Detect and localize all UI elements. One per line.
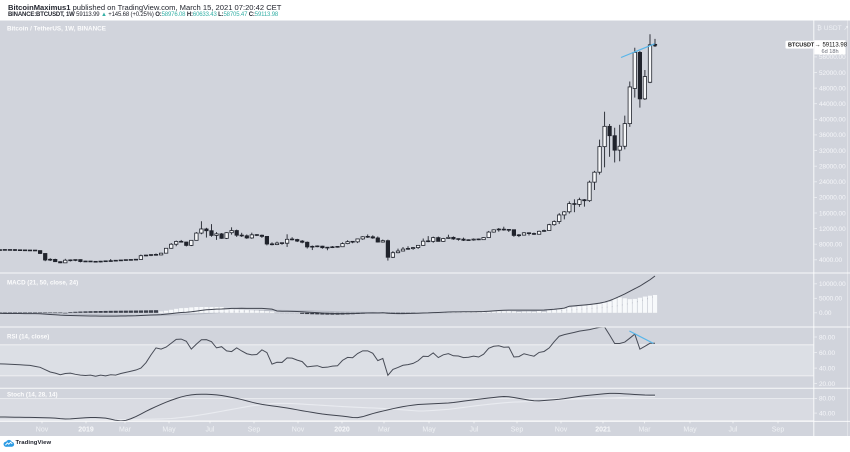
svg-text:Bitcoin / TetherUS, 1W, BINANC: Bitcoin / TetherUS, 1W, BINANCE — [7, 25, 106, 32]
svg-text:12000.00: 12000.00 — [819, 226, 846, 233]
svg-text:36000.00: 36000.00 — [819, 132, 846, 139]
svg-text:32000.00: 32000.00 — [819, 148, 846, 155]
svg-text:Stoch (14, 28, 14): Stoch (14, 28, 14) — [7, 392, 58, 399]
svg-text:Mar: Mar — [378, 427, 391, 434]
svg-text:Nov: Nov — [555, 427, 568, 434]
svg-text:52000.00: 52000.00 — [819, 70, 846, 77]
svg-text:Nov: Nov — [36, 427, 49, 434]
svg-text:2020: 2020 — [334, 427, 350, 434]
svg-text:4000.00: 4000.00 — [819, 257, 843, 264]
svg-text:40000.00: 40000.00 — [819, 117, 846, 124]
svg-text:Mar: Mar — [119, 427, 132, 434]
svg-text:Jul: Jul — [470, 427, 479, 434]
svg-text:Jul: Jul — [206, 427, 215, 434]
svg-text:8000.00: 8000.00 — [819, 242, 843, 249]
svg-text:10000.00: 10000.00 — [819, 281, 846, 288]
svg-text:44000.00: 44000.00 — [819, 101, 846, 108]
svg-text:Jul: Jul — [729, 427, 738, 434]
svg-text:60.00: 60.00 — [819, 350, 835, 357]
svg-text:28000.00: 28000.00 — [819, 164, 846, 171]
svg-text:0.00: 0.00 — [819, 310, 832, 317]
svg-text:Sep: Sep — [772, 427, 785, 434]
svg-text:May: May — [162, 427, 176, 434]
svg-text:40.00: 40.00 — [819, 410, 835, 417]
svg-text:20000.00: 20000.00 — [819, 195, 846, 202]
svg-text:₿ USDT ↗: ₿ USDT ↗ — [817, 24, 849, 32]
svg-text:Sep: Sep — [511, 427, 524, 434]
svg-text:24000.00: 24000.00 — [819, 179, 846, 186]
svg-text:MACD (21, 50, close, 24): MACD (21, 50, close, 24) — [7, 280, 78, 287]
svg-text:80.00: 80.00 — [819, 396, 835, 403]
svg-text:Mar: Mar — [638, 427, 651, 434]
svg-text:Nov: Nov — [292, 427, 305, 434]
svg-text:5000.00: 5000.00 — [819, 296, 843, 303]
svg-text:RSI (14, close): RSI (14, close) — [7, 334, 49, 341]
svg-text:May: May — [422, 427, 436, 434]
svg-text:2021: 2021 — [595, 427, 611, 434]
svg-text:May: May — [683, 427, 697, 434]
svg-text:40.00: 40.00 — [819, 365, 835, 372]
svg-text:2019: 2019 — [78, 427, 94, 434]
svg-text:16000.00: 16000.00 — [819, 210, 846, 217]
svg-text:20.00: 20.00 — [819, 381, 835, 388]
svg-text:BTCUSDT: BTCUSDT — [788, 43, 815, 49]
svg-text:Sep: Sep — [248, 427, 261, 434]
svg-text:6d 18h: 6d 18h — [822, 49, 839, 55]
svg-text:80.00: 80.00 — [819, 334, 835, 341]
svg-text:48000.00: 48000.00 — [819, 85, 846, 92]
svg-text:56000.00: 56000.00 — [819, 54, 846, 61]
svg-text:→ 59113.98: → 59113.98 — [815, 43, 848, 49]
